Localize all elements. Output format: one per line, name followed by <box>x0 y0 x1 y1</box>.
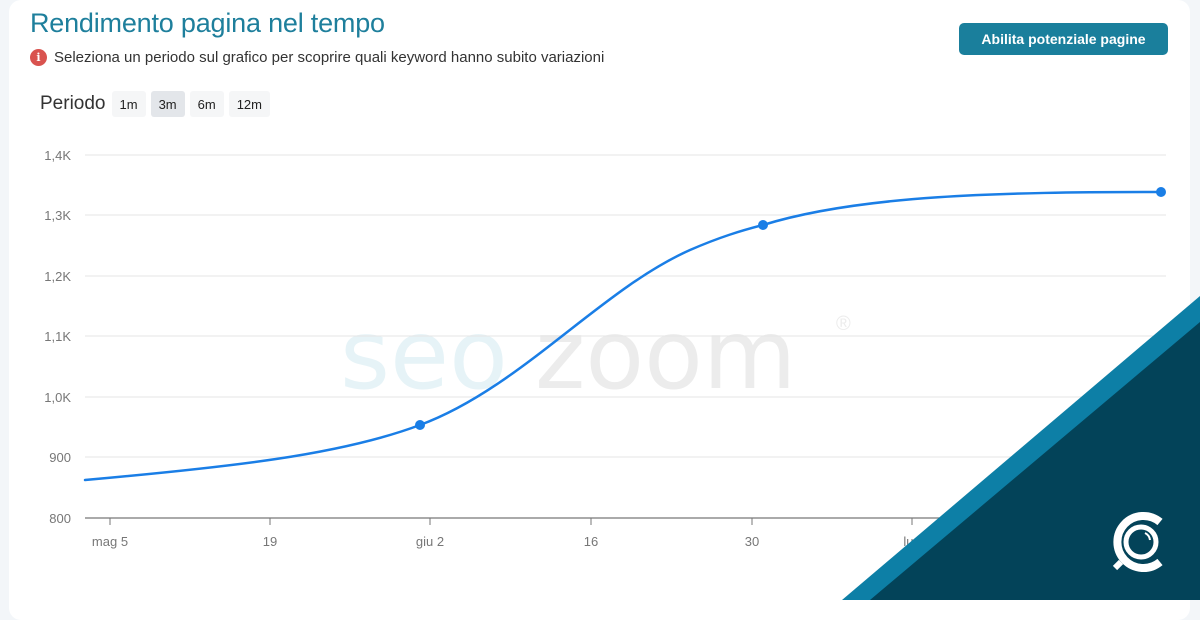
svg-text:1,3K: 1,3K <box>44 208 71 223</box>
data-point[interactable] <box>758 220 768 230</box>
svg-text:giu 2: giu 2 <box>416 534 444 549</box>
seozoom-logo-icon <box>1112 512 1163 572</box>
svg-text:800: 800 <box>49 511 71 526</box>
period-1m-button[interactable]: 1m <box>111 91 146 117</box>
svg-text:mag 5: mag 5 <box>92 534 128 549</box>
enable-page-potential-button[interactable]: Abilita potenziale pagine <box>959 23 1168 55</box>
svg-text:1,0K: 1,0K <box>44 390 71 405</box>
data-point[interactable] <box>415 420 425 430</box>
watermark-seo: seo <box>340 299 508 411</box>
page-title: Rendimento pagina nel tempo <box>30 8 385 38</box>
seozoom-watermark: seo zoom ® <box>340 299 851 411</box>
gridlines <box>85 154 1166 458</box>
svg-text:30: 30 <box>745 534 759 549</box>
watermark-zoom: zoom <box>535 299 796 411</box>
watermark-registered: ® <box>836 313 851 335</box>
svg-text:19: 19 <box>263 534 277 549</box>
period-12m-button[interactable]: 12m <box>228 91 270 117</box>
x-axis-labels: mag 5 19 giu 2 16 30 lug <box>92 534 921 549</box>
x-axis-ticks <box>109 518 913 525</box>
svg-text:1,4K: 1,4K <box>44 148 71 163</box>
info-icon: i <box>30 49 47 66</box>
period-6m-button[interactable]: 6m <box>189 91 224 117</box>
line-chart[interactable]: seo zoom ® 1,4K 1,3K 1,2K 1,1K 1,0K 900 … <box>0 0 1200 600</box>
svg-text:lug: lug <box>903 534 920 549</box>
period-label: Periodo <box>40 93 106 114</box>
period-selector: Periodo 1m 3m 6m 12m <box>40 91 275 117</box>
svg-text:16: 16 <box>584 534 598 549</box>
series-line <box>83 190 1163 482</box>
data-point[interactable] <box>1156 187 1166 197</box>
notice: i Seleziona un periodo sul grafico per s… <box>30 49 604 66</box>
svg-text:900: 900 <box>49 450 71 465</box>
svg-text:1,1K: 1,1K <box>44 329 71 344</box>
y-axis-labels: 1,4K 1,3K 1,2K 1,1K 1,0K 900 800 <box>44 148 71 526</box>
period-3m-button[interactable]: 3m <box>150 91 185 117</box>
svg-text:1,2K: 1,2K <box>44 269 71 284</box>
data-points[interactable] <box>415 187 1166 430</box>
notice-text: Seleziona un periodo sul grafico per sco… <box>54 49 605 66</box>
